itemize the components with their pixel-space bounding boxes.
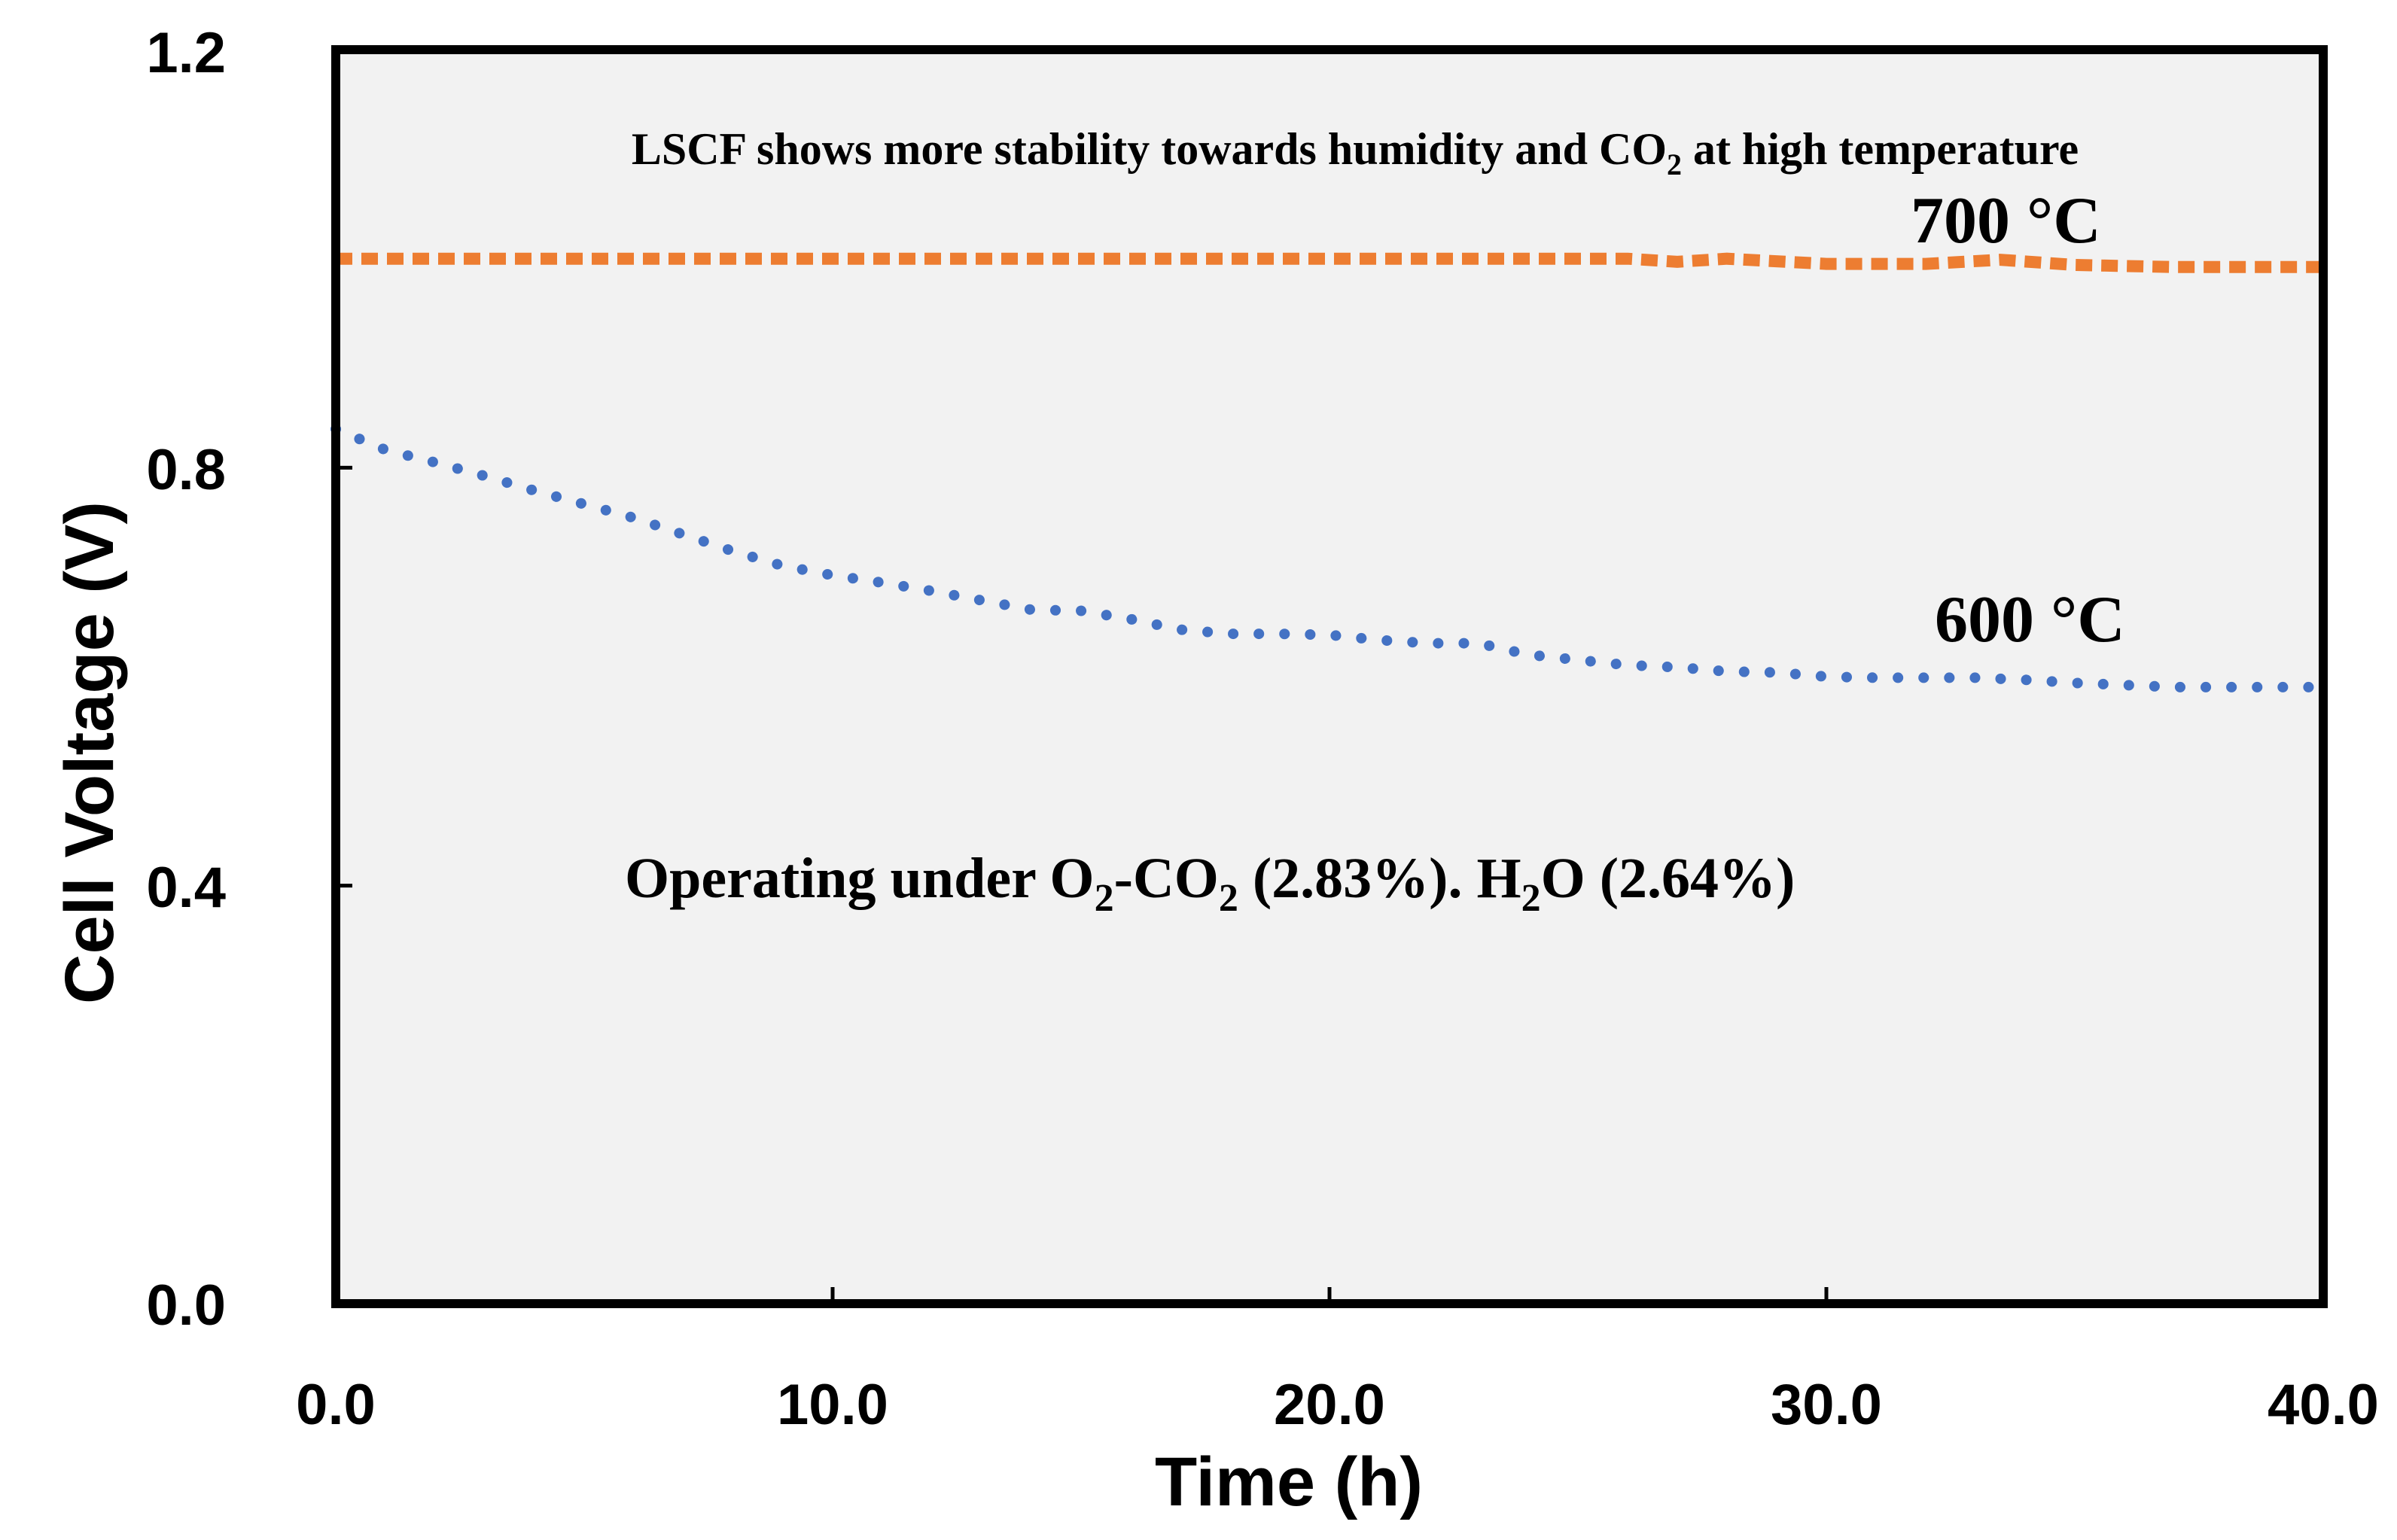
cond-sub-f: 2 <box>1521 877 1541 920</box>
series-label-700: 700 °C <box>1911 184 2101 257</box>
series-label-600: 600 °C <box>1935 583 2125 656</box>
stability-note-end: at high temperature <box>1682 124 2079 174</box>
operating-condition-note: Operating under O2-CO2 (2.83%). H2O (2.6… <box>625 847 1795 920</box>
y-axis-title: Cell Voltage (V) <box>51 501 128 1004</box>
cond-sub-b: 2 <box>1095 877 1114 920</box>
y-tick-label-1: 0.4 <box>146 856 226 920</box>
plot-area-background <box>336 50 2323 1304</box>
cond-part-c: -CO <box>1114 847 1219 910</box>
cond-part-a: Operating under O <box>625 847 1095 910</box>
stability-note: LSCF shows more stability towards humidi… <box>632 124 2079 181</box>
series-layer <box>330 252 2328 692</box>
ticks-layer <box>334 47 2325 1306</box>
x-axis-title: Time (h) <box>1155 1444 1423 1520</box>
cond-part-g: O (2.64%) <box>1541 847 1795 910</box>
x-tick-label-4: 40.0 <box>2268 1373 2379 1437</box>
x-tick-label-3: 30.0 <box>1771 1373 1882 1437</box>
cond-part-e: (2.83%). H <box>1238 847 1521 910</box>
series-line-0 <box>336 252 2323 273</box>
y-tick-label-0: 0.0 <box>146 1274 226 1338</box>
x-tick-label-2: 20.0 <box>1274 1373 1385 1437</box>
x-tick-label-1: 10.0 <box>777 1373 888 1437</box>
stability-note-subscript: 2 <box>1667 148 1682 181</box>
y-tick-label-2: 0.8 <box>146 438 226 502</box>
x-tick-label-0: 0.0 <box>296 1373 376 1437</box>
y-tick-label-3: 1.2 <box>146 21 226 85</box>
cond-sub-d: 2 <box>1219 877 1238 920</box>
stability-note-main: LSCF shows more stability towards humidi… <box>632 124 1667 174</box>
